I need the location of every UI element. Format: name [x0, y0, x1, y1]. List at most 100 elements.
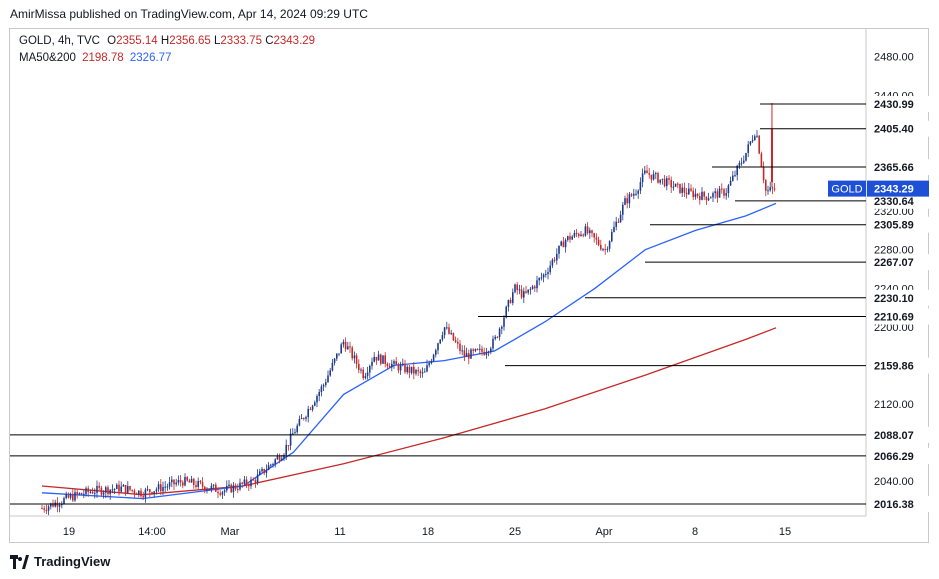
candle-body — [237, 488, 239, 490]
candle-body — [485, 352, 488, 355]
tradingview-logo-icon — [10, 554, 29, 569]
candle-body — [399, 365, 402, 371]
candle-body — [531, 286, 534, 289]
candle-body — [562, 241, 565, 248]
candle-body — [195, 484, 197, 487]
candle-body — [197, 480, 199, 487]
candle-body — [571, 236, 573, 240]
symbol-label: GOLD, 4h, TVC — [19, 35, 100, 47]
candle-body — [175, 482, 177, 485]
candle-body — [285, 445, 287, 455]
candle-body — [448, 327, 450, 334]
candle-body — [443, 327, 446, 336]
candle-body — [481, 348, 483, 352]
candle-body — [228, 484, 230, 486]
candle-body — [415, 369, 417, 374]
candle-body — [298, 419, 301, 426]
candle-body — [564, 239, 567, 248]
ma200-line — [41, 327, 777, 496]
candle-body — [162, 486, 164, 492]
candle-body — [681, 187, 683, 193]
candle-body — [362, 369, 364, 379]
candle-body — [655, 173, 657, 175]
candle-body — [127, 486, 129, 493]
candle-body — [256, 474, 259, 483]
candle-body — [353, 355, 356, 359]
candle-body — [380, 354, 382, 364]
candle-body — [628, 194, 631, 204]
candle-body — [584, 226, 587, 236]
candle-body — [250, 479, 252, 487]
candle-body — [509, 299, 512, 303]
candle-body — [712, 193, 714, 198]
candle-body — [721, 188, 723, 190]
candle-body — [454, 340, 457, 342]
level-label: 2088.07 — [874, 430, 914, 442]
candle-body — [395, 361, 397, 365]
candle-body — [441, 335, 444, 340]
candle-body — [672, 186, 675, 188]
candle-body — [487, 351, 490, 353]
candle-body — [408, 366, 411, 373]
level-label-bg — [867, 308, 929, 325]
candle-body — [50, 503, 52, 507]
candle-body — [177, 480, 180, 483]
candle-body — [745, 152, 747, 161]
candle-body — [78, 493, 81, 495]
low-label: L — [214, 35, 221, 47]
candle-body — [674, 183, 677, 187]
candle-body — [694, 193, 697, 198]
candle-body — [254, 480, 257, 483]
candle-body — [758, 135, 760, 154]
y-tick-label: 2480.00 — [874, 52, 914, 64]
candle-body — [569, 236, 571, 240]
candle-body — [259, 471, 261, 475]
candle-body — [536, 280, 538, 289]
candle-body — [294, 432, 296, 434]
candle-body — [267, 465, 270, 470]
open-value: 2355.14 — [116, 35, 158, 47]
candle-body — [754, 136, 756, 141]
candle-body — [617, 221, 620, 223]
candle-body — [100, 487, 103, 495]
level-label-bg — [867, 289, 929, 306]
candle-body — [219, 493, 221, 495]
candle-body — [765, 180, 767, 191]
candle-body — [252, 479, 254, 481]
candle-body — [329, 370, 331, 376]
candle-body — [518, 289, 521, 291]
level-label-bg — [867, 192, 929, 209]
level-label: 2210.69 — [874, 312, 914, 324]
candle-body — [63, 498, 65, 504]
x-tick-label: 18 — [422, 526, 434, 538]
candle-body — [58, 505, 61, 507]
high-value: 2356.65 — [169, 35, 211, 47]
candle-body — [595, 237, 598, 240]
candle-body — [725, 193, 727, 196]
candle-body — [633, 193, 635, 196]
candle-body — [314, 402, 316, 406]
tradingview-brand[interactable]: TradingView — [10, 554, 110, 569]
candle-body — [527, 289, 529, 293]
candle-body — [144, 489, 147, 498]
ma50-line — [41, 202, 777, 500]
candle-body — [747, 144, 749, 153]
candle-body — [690, 188, 692, 191]
ma50-value: 2198.78 — [82, 52, 124, 64]
candle-body — [597, 239, 600, 245]
candle-body — [723, 189, 725, 196]
candle-body — [153, 491, 155, 495]
candle-body — [437, 343, 439, 351]
candle-body — [470, 349, 472, 359]
level-label-bg — [867, 447, 929, 464]
candle-body — [578, 233, 580, 236]
level-label: 2066.29 — [874, 451, 914, 463]
high-label: H — [160, 35, 170, 47]
current-price-marker: GOLD 2343.29 — [828, 180, 929, 197]
candle-body — [461, 350, 463, 352]
candle-body — [318, 392, 320, 397]
candle-body — [397, 364, 400, 371]
candle-body — [124, 485, 127, 493]
candle-body — [457, 341, 459, 344]
